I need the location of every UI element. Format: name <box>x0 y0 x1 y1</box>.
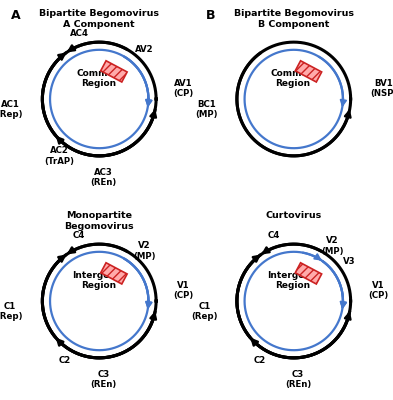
Text: Intergenic
Region: Intergenic Region <box>72 271 125 290</box>
Text: C4: C4 <box>73 231 85 240</box>
Text: C1
(Rep): C1 (Rep) <box>0 302 23 321</box>
Text: V1
(CP): V1 (CP) <box>174 281 194 300</box>
Text: A: A <box>11 9 21 22</box>
Text: Common
Region: Common Region <box>271 69 315 88</box>
Text: V2
(MP): V2 (MP) <box>321 236 343 256</box>
Text: C1
(Rep): C1 (Rep) <box>191 302 218 321</box>
Text: B: B <box>206 9 215 22</box>
Text: V2
(MP): V2 (MP) <box>133 242 155 261</box>
Bar <box>295 263 321 284</box>
Text: Bipartite Begomovirus
B Component: Bipartite Begomovirus B Component <box>234 9 354 28</box>
Text: AC3
(REn): AC3 (REn) <box>90 168 116 187</box>
Text: Intergenic
Region: Intergenic Region <box>267 271 319 290</box>
Text: Monopartite
Begomovirus: Monopartite Begomovirus <box>64 211 134 230</box>
Text: C2: C2 <box>59 356 71 365</box>
Text: AV1
(CP): AV1 (CP) <box>174 79 194 98</box>
Bar <box>101 263 127 284</box>
Text: V1
(CP): V1 (CP) <box>368 281 388 300</box>
Bar <box>101 61 127 82</box>
Text: Bipartite Begomovirus
A Component: Bipartite Begomovirus A Component <box>39 9 159 28</box>
Text: V3: V3 <box>343 257 356 266</box>
Text: AC1
(Rep): AC1 (Rep) <box>0 100 23 119</box>
Text: Curtovirus: Curtovirus <box>266 211 322 220</box>
Text: C2: C2 <box>253 356 266 365</box>
Text: AC2
(TrAP): AC2 (TrAP) <box>44 146 74 166</box>
Text: BC1
(MP): BC1 (MP) <box>195 100 218 119</box>
Text: C3
(REn): C3 (REn) <box>285 370 311 389</box>
Text: C4: C4 <box>268 231 280 240</box>
Text: AC4: AC4 <box>70 29 89 38</box>
Text: Common
Region: Common Region <box>76 69 120 88</box>
Text: C3
(REn): C3 (REn) <box>90 370 116 389</box>
Text: BV1
(NSP): BV1 (NSP) <box>370 79 393 98</box>
Text: AV2: AV2 <box>135 45 153 54</box>
Bar <box>295 61 321 82</box>
